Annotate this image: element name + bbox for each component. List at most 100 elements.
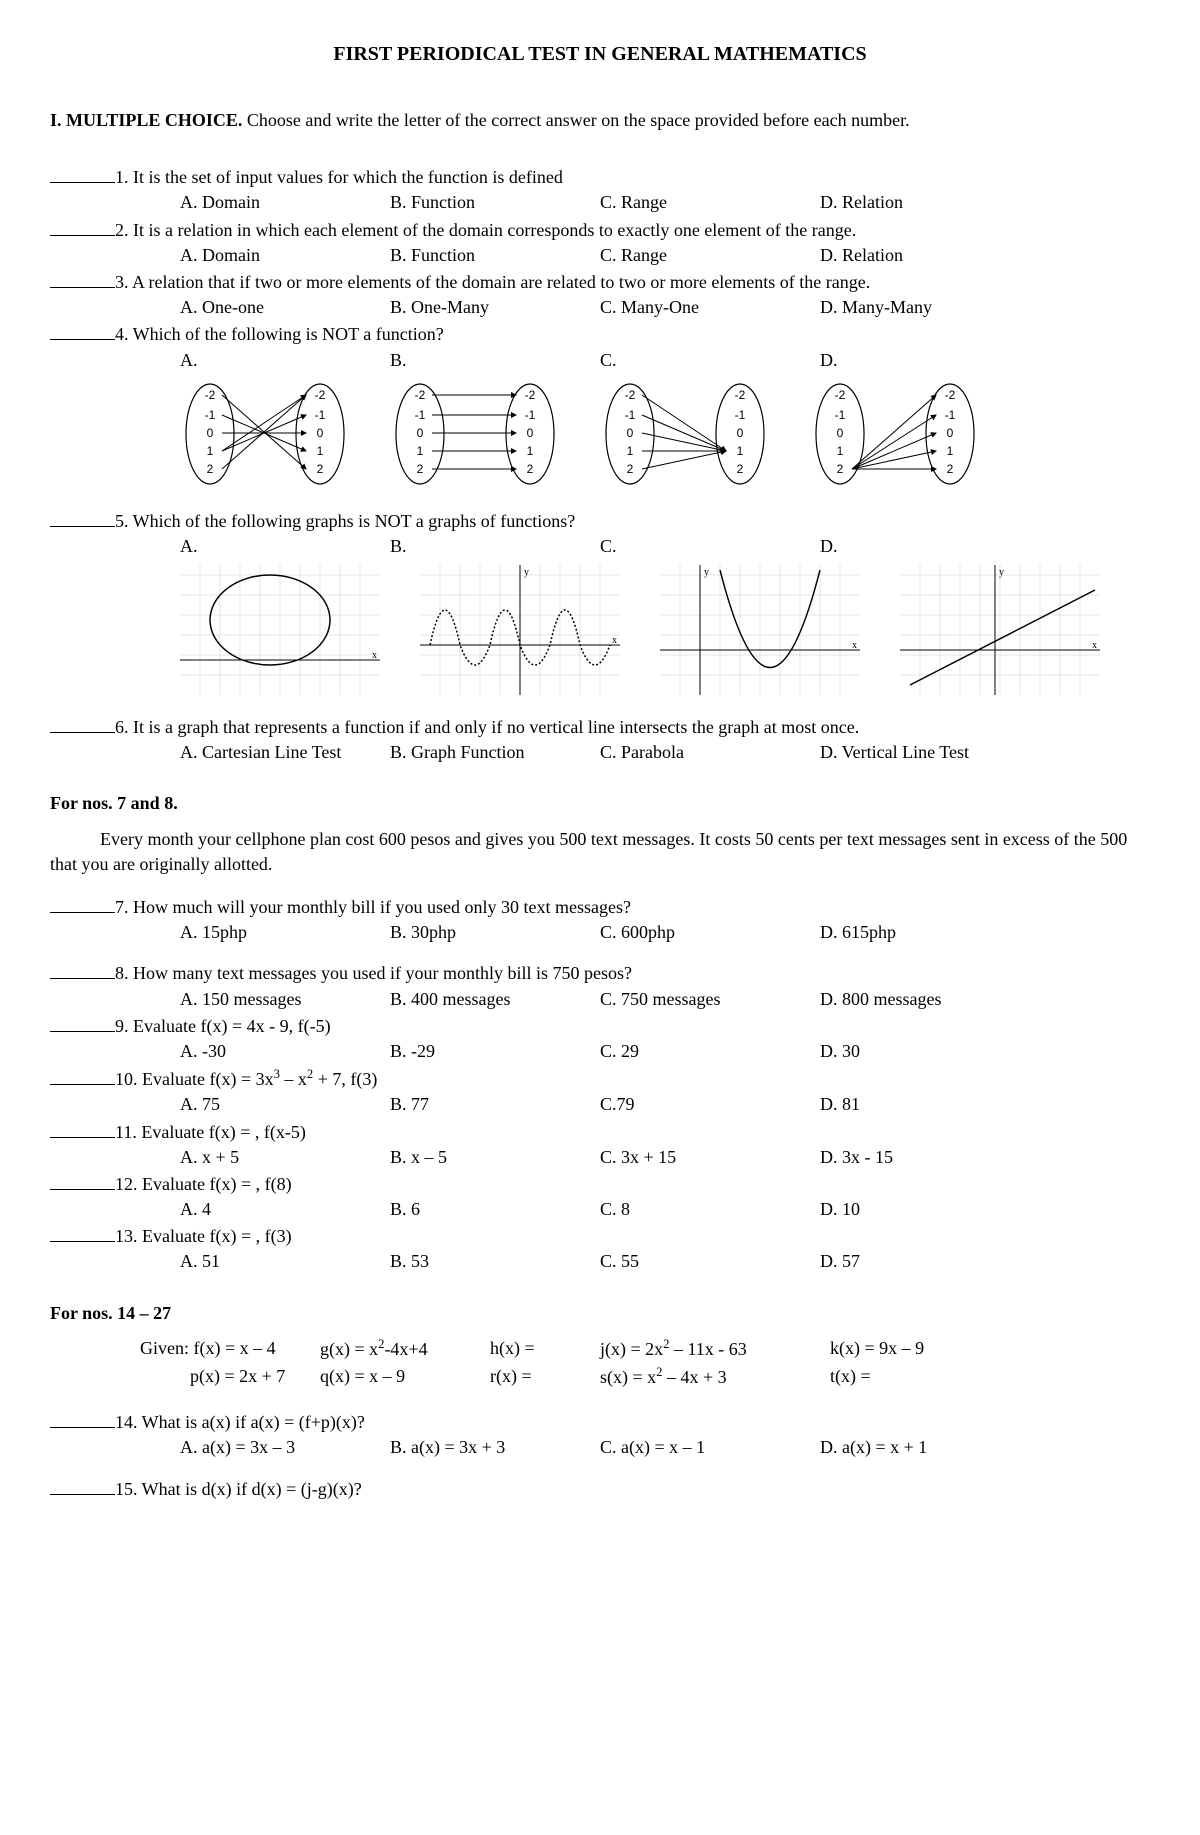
choice-d: D. 10 bbox=[820, 1197, 1040, 1222]
question-12: 12. Evaluate f(x) = , f(8) bbox=[50, 1172, 1150, 1197]
question-6: 6. It is a graph that represents a funct… bbox=[50, 715, 1150, 740]
svg-text:-2: -2 bbox=[735, 388, 746, 402]
question-7-choices: A. 15php B. 30php C. 600php D. 615php bbox=[180, 920, 1150, 945]
svg-text:-1: -1 bbox=[315, 408, 326, 422]
svg-text:0: 0 bbox=[207, 426, 214, 440]
choice-c: C. 8 bbox=[600, 1197, 820, 1222]
subheading-7-8: For nos. 7 and 8. bbox=[50, 791, 1150, 816]
subheading-14-27: For nos. 14 – 27 bbox=[50, 1301, 1150, 1326]
choice-b: B. bbox=[390, 348, 600, 373]
answer-blank[interactable] bbox=[50, 1189, 115, 1190]
svg-text:2: 2 bbox=[317, 462, 324, 476]
answer-blank[interactable] bbox=[50, 339, 115, 340]
question-14: 14. What is a(x) if a(x) = (f+p)(x)? bbox=[50, 1410, 1150, 1435]
question-text: 6. It is a graph that represents a funct… bbox=[115, 717, 859, 737]
given-t: t(x) = bbox=[830, 1364, 980, 1390]
svg-text:2: 2 bbox=[627, 462, 634, 476]
answer-blank[interactable] bbox=[50, 1137, 115, 1138]
question-5: 5. Which of the following graphs is NOT … bbox=[50, 509, 1150, 534]
answer-blank[interactable] bbox=[50, 287, 115, 288]
question-1: 1. It is the set of input values for whi… bbox=[50, 165, 1150, 190]
choice-d: D. 30 bbox=[820, 1039, 1040, 1064]
svg-text:y: y bbox=[704, 567, 709, 578]
svg-text:2: 2 bbox=[527, 462, 534, 476]
answer-blank[interactable] bbox=[50, 1241, 115, 1242]
given-j: j(x) = 2x2 – 11x - 63 bbox=[600, 1336, 830, 1362]
answer-blank[interactable] bbox=[50, 526, 115, 527]
choice-d: D. Vertical Line Test bbox=[820, 740, 1040, 765]
svg-text:0: 0 bbox=[947, 426, 954, 440]
choice-a: A. bbox=[180, 348, 390, 373]
answer-blank[interactable] bbox=[50, 1031, 115, 1032]
choice-d: D. a(x) = x + 1 bbox=[820, 1435, 1040, 1460]
svg-text:x: x bbox=[852, 640, 857, 651]
svg-text:x: x bbox=[1092, 640, 1097, 651]
svg-text:0: 0 bbox=[527, 426, 534, 440]
question-8-choices: A. 150 messages B. 400 messages C. 750 m… bbox=[180, 987, 1150, 1012]
answer-blank[interactable] bbox=[50, 1084, 115, 1085]
choice-b: B. x – 5 bbox=[390, 1145, 600, 1170]
svg-text:y: y bbox=[999, 567, 1004, 578]
paragraph-7-8: Every month your cellphone plan cost 600… bbox=[50, 827, 1150, 877]
choice-a: A. 150 messages bbox=[180, 987, 390, 1012]
svg-text:-1: -1 bbox=[835, 408, 846, 422]
svg-text:1: 1 bbox=[627, 444, 634, 458]
svg-text:-1: -1 bbox=[525, 408, 536, 422]
svg-text:1: 1 bbox=[317, 444, 324, 458]
choice-a: A. 15php bbox=[180, 920, 390, 945]
choice-d: D. bbox=[820, 534, 1040, 559]
answer-blank[interactable] bbox=[50, 912, 115, 913]
choice-a: A. a(x) = 3x – 3 bbox=[180, 1435, 390, 1460]
question-12-choices: A. 4 B. 6 C. 8 D. 10 bbox=[180, 1197, 1150, 1222]
svg-text:-2: -2 bbox=[205, 388, 216, 402]
question-text: 1. It is the set of input values for whi… bbox=[115, 167, 563, 187]
question-10-choices: A. 75 B. 77 C.79 D. 81 bbox=[180, 1092, 1150, 1117]
graph-d-line: yx bbox=[900, 565, 1100, 695]
given-p: p(x) = 2x + 7 bbox=[140, 1364, 320, 1390]
question-2-choices: A. Domain B. Function C. Range D. Relati… bbox=[180, 243, 1150, 268]
given-q: q(x) = x – 9 bbox=[320, 1364, 490, 1390]
section-instructions: I. MULTIPLE CHOICE. Choose and write the… bbox=[50, 108, 1150, 133]
choice-a: A. 4 bbox=[180, 1197, 390, 1222]
answer-blank[interactable] bbox=[50, 235, 115, 236]
question-3-choices: A. One-one B. One-Many C. Many-One D. Ma… bbox=[180, 295, 1150, 320]
choice-c: C. 600php bbox=[600, 920, 820, 945]
svg-text:2: 2 bbox=[947, 462, 954, 476]
choice-a: A. 75 bbox=[180, 1092, 390, 1117]
given-g: g(x) = x2-4x+4 bbox=[320, 1336, 490, 1362]
svg-text:-1: -1 bbox=[945, 408, 956, 422]
svg-text:1: 1 bbox=[417, 444, 424, 458]
answer-blank[interactable] bbox=[50, 1494, 115, 1495]
answer-blank[interactable] bbox=[50, 732, 115, 733]
choice-d: D. Relation bbox=[820, 243, 1040, 268]
answer-blank[interactable] bbox=[50, 978, 115, 979]
mapping-diagram-a: -2-1012 -2-1012 bbox=[180, 379, 350, 489]
graph-c-parabola: yx bbox=[660, 565, 860, 695]
choice-d: D. 81 bbox=[820, 1092, 1040, 1117]
mapping-diagram-d: -2-1012 -2-1012 bbox=[810, 379, 980, 489]
choice-b: B. 6 bbox=[390, 1197, 600, 1222]
question-2: 2. It is a relation in which each elemen… bbox=[50, 218, 1150, 243]
question-4: 4. Which of the following is NOT a funct… bbox=[50, 322, 1150, 347]
graph-a-circle: x bbox=[180, 565, 380, 695]
question-9: 9. Evaluate f(x) = 4x - 9, f(-5) bbox=[50, 1014, 1150, 1039]
choice-c: C. Many-One bbox=[600, 295, 820, 320]
choice-b: B. 53 bbox=[390, 1249, 600, 1274]
answer-blank[interactable] bbox=[50, 182, 115, 183]
svg-text:-2: -2 bbox=[525, 388, 536, 402]
given-f: Given: f(x) = x – 4 bbox=[140, 1336, 320, 1362]
given-r: r(x) = bbox=[490, 1364, 600, 1390]
answer-blank[interactable] bbox=[50, 1427, 115, 1428]
svg-text:2: 2 bbox=[837, 462, 844, 476]
svg-text:1: 1 bbox=[837, 444, 844, 458]
question-text: 12. Evaluate f(x) = , f(8) bbox=[115, 1174, 292, 1194]
choice-c: C. Range bbox=[600, 190, 820, 215]
choice-b: B. Function bbox=[390, 190, 600, 215]
svg-text:2: 2 bbox=[417, 462, 424, 476]
choice-b: B. a(x) = 3x + 3 bbox=[390, 1435, 600, 1460]
question-8: 8. How many text messages you used if yo… bbox=[50, 961, 1150, 986]
choice-a: A. Domain bbox=[180, 243, 390, 268]
svg-text:1: 1 bbox=[947, 444, 954, 458]
svg-text:x: x bbox=[612, 635, 617, 646]
question-text: 3. A relation that if two or more elemen… bbox=[115, 272, 870, 292]
